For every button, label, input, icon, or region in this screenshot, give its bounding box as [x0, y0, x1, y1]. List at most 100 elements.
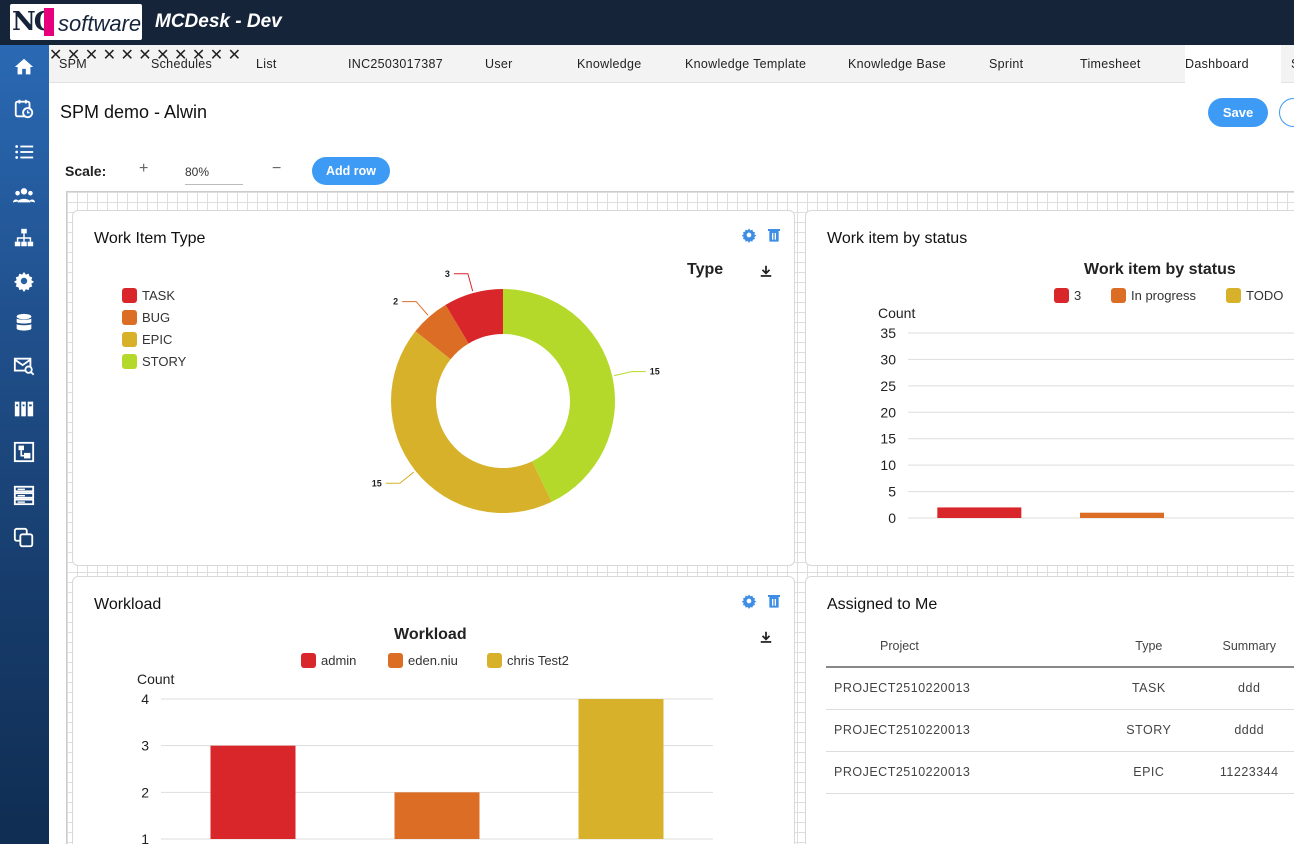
legend-item[interactable]: eden.niu: [388, 653, 458, 668]
app-logo[interactable]: NC software: [10, 4, 142, 40]
database-icon[interactable]: [12, 311, 36, 335]
legend-item[interactable]: EPIC: [122, 332, 172, 347]
tab-sprint[interactable]: Sprint: [989, 45, 1023, 83]
tab-schedules[interactable]: Schedules: [151, 45, 212, 83]
tab-label: SPM: [59, 57, 87, 71]
tab-close-icon[interactable]: ✕: [191, 47, 206, 64]
library-icon[interactable]: [12, 397, 36, 421]
logo-mark: [44, 8, 54, 36]
bar-1[interactable]: [1080, 512, 1164, 518]
table-row[interactable]: PROJECT2510220013 TASK ddd: [826, 667, 1294, 710]
legend-item[interactable]: admin: [301, 653, 356, 668]
tab-timesheet[interactable]: Timesheet: [1080, 45, 1141, 83]
trash-icon[interactable]: [766, 227, 782, 243]
bar-2[interactable]: [578, 699, 664, 839]
y-tick-label: 1: [141, 831, 149, 844]
legend-item[interactable]: chris Test2: [487, 653, 569, 668]
copy-icon[interactable]: [12, 526, 36, 550]
legend-item[interactable]: In progress: [1111, 288, 1196, 303]
widget-title: Assigned to Me: [827, 596, 938, 613]
donut-slice-task[interactable]: [445, 289, 503, 344]
legend-item[interactable]: TODO: [1226, 288, 1283, 303]
zoom-in-button[interactable]: +: [139, 160, 149, 177]
cell-summary: dddd: [1192, 709, 1294, 752]
users-icon[interactable]: [12, 183, 36, 207]
y-tick-label: 4: [141, 691, 149, 707]
tab-knowledge[interactable]: Knowledge: [577, 45, 642, 83]
tab-inc2503017387[interactable]: INC2503017387: [348, 45, 443, 83]
legend-item[interactable]: TASK: [122, 288, 175, 303]
table-row[interactable]: PROJECT2510220013 EPIC 11223344: [826, 751, 1294, 794]
y-tick-label: 2: [141, 784, 149, 800]
legend-item[interactable]: STORY: [122, 354, 186, 369]
tab-close-icon[interactable]: ✕: [227, 47, 241, 64]
scale-input[interactable]: [185, 160, 243, 185]
gear-icon[interactable]: [12, 269, 36, 293]
legend-swatch: [1111, 288, 1126, 303]
tab-close-icon[interactable]: ✕: [102, 47, 116, 64]
column-header-project[interactable]: Project: [826, 625, 1106, 668]
label-leader-line: [614, 371, 646, 377]
table-row[interactable]: PROJECT2510220013 STORY dddd: [826, 709, 1294, 752]
secondary-button[interactable]: [1279, 98, 1294, 127]
calendar-clock-icon[interactable]: [12, 97, 36, 121]
add-row-button[interactable]: Add row: [312, 157, 390, 185]
legend-item[interactable]: BUG: [122, 310, 170, 325]
widget-assigned-to-me[interactable]: Assigned to Me Project Type Summary PROJ…: [805, 576, 1294, 844]
cell-summary: 11223344: [1192, 751, 1294, 794]
network-box-icon[interactable]: [12, 440, 36, 464]
top-bar: NC software MCDesk - Dev: [0, 0, 1294, 45]
donut-slice-epic[interactable]: [390, 331, 552, 513]
donut-slice-bug[interactable]: [415, 304, 469, 360]
data-label: 15: [372, 478, 382, 488]
bar-0[interactable]: [210, 745, 296, 839]
tab-close-icon[interactable]: ✕: [138, 47, 152, 64]
save-button[interactable]: Save: [1208, 98, 1268, 127]
tab-knowledge-base[interactable]: Knowledge Base: [848, 45, 946, 83]
server-icon[interactable]: [12, 483, 36, 507]
tab-close-icon[interactable]: ✕: [66, 47, 81, 64]
list-icon[interactable]: [12, 140, 36, 164]
zoom-out-button[interactable]: −: [272, 160, 282, 177]
bar-1[interactable]: [394, 792, 480, 839]
tab-dashboard[interactable]: Dashboard: [1185, 45, 1281, 83]
mail-search-icon[interactable]: [12, 354, 36, 378]
widget-title: Workload: [94, 596, 162, 613]
donut-slice-story[interactable]: [503, 289, 616, 502]
legend-label: EPIC: [142, 332, 173, 347]
bar-0[interactable]: [937, 507, 1022, 518]
tab-list[interactable]: List: [256, 45, 277, 83]
tab-close-icon[interactable]: ✕: [156, 47, 170, 64]
download-icon[interactable]: [759, 630, 773, 644]
tab-spm[interactable]: SPM: [59, 45, 87, 83]
home-icon[interactable]: [12, 55, 36, 79]
widget-workload[interactable]: Workload Workload admin eden.niu chris Tes…: [72, 576, 795, 844]
column-header-type[interactable]: Type: [1105, 625, 1193, 668]
tab-label: S: [1291, 57, 1294, 71]
dashboard-grid: Work Item Type Type TASK BUG EPIC STORY 15 1…: [66, 191, 1294, 844]
tab-close-icon[interactable]: ✕: [120, 47, 134, 64]
cell-type: TASK: [1105, 667, 1193, 710]
column-header-summary[interactable]: Summary: [1192, 625, 1294, 668]
download-icon[interactable]: [759, 264, 773, 278]
tab-user[interactable]: User: [485, 45, 513, 83]
tab-label: Sprint: [989, 57, 1024, 71]
gear-icon[interactable]: [741, 593, 757, 609]
gear-icon[interactable]: [741, 227, 757, 243]
tab-label: User: [485, 57, 513, 71]
tab-overflow[interactable]: S: [1291, 45, 1294, 83]
tab-close-icon[interactable]: ✕: [49, 47, 63, 64]
trash-icon[interactable]: [766, 593, 782, 609]
tab-knowledge-template[interactable]: Knowledge Template: [685, 45, 806, 83]
legend-swatch: [1226, 288, 1241, 303]
widget-work-item-status[interactable]: Work item by status Work item by status …: [805, 210, 1294, 566]
cell-type: EPIC: [1105, 751, 1193, 794]
tab-close-icon[interactable]: ✕: [174, 47, 188, 64]
tab-close-icon[interactable]: ✕: [209, 47, 224, 64]
legend-item[interactable]: 3: [1054, 288, 1081, 303]
legend-swatch: [301, 653, 316, 668]
tab-close-icon[interactable]: ✕: [84, 47, 99, 64]
org-chart-icon[interactable]: [12, 226, 36, 250]
widget-work-item-type[interactable]: Work Item Type Type TASK BUG EPIC STORY 15 1…: [72, 210, 795, 566]
y-tick-label: 20: [880, 404, 896, 420]
